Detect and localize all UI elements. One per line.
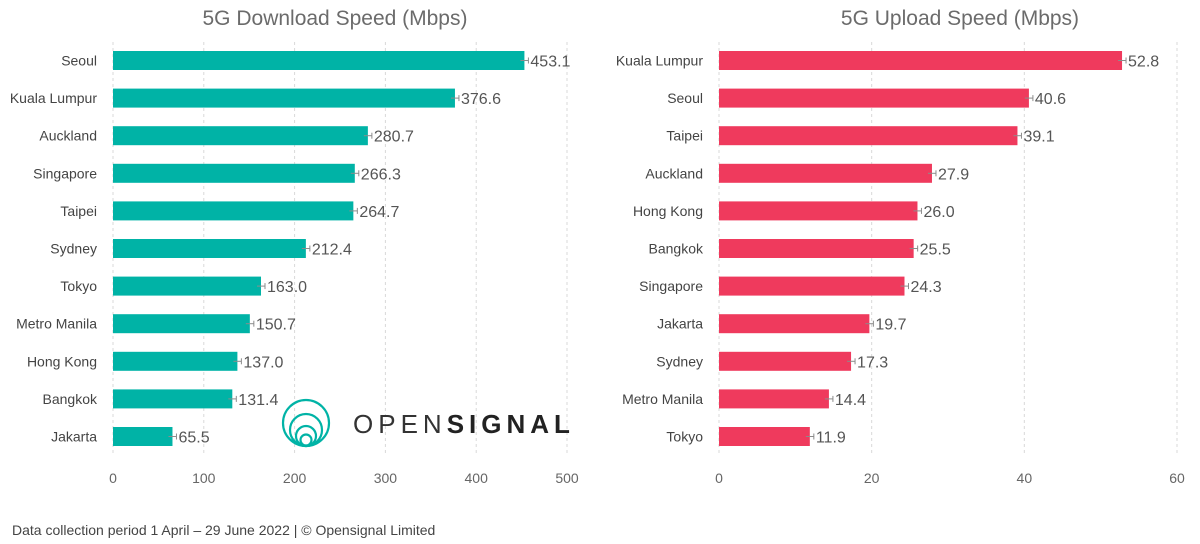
footer-note: Data collection period 1 April – 29 June… [12,522,436,538]
logo-wordmark: OPENSIGNAL [353,409,575,439]
value-label: 131.4 [238,392,278,409]
x-tick-label: 500 [555,470,579,486]
bar [113,276,262,296]
bar [719,88,1029,108]
bar [719,163,932,183]
bar [113,351,238,371]
value-label: 280.7 [374,129,414,146]
logo-text-bold: SIGNAL [447,409,575,439]
category-label: Hong Kong [27,353,97,369]
value-label: 27.9 [938,166,969,183]
category-label: Tokyo [60,278,97,294]
bar [719,51,1123,70]
bar [719,314,870,334]
value-label: 39.1 [1023,129,1054,146]
logo-text-light: OPEN [353,409,447,439]
bar [719,239,914,258]
value-label: 137.0 [243,354,283,371]
bar [719,427,810,446]
category-label: Seoul [61,53,97,69]
value-label: 24.3 [910,279,941,296]
category-label: Sydney [50,241,97,257]
bar [719,126,1018,146]
value-label: 65.5 [178,430,209,447]
bar [113,51,525,70]
x-tick-label: 0 [715,470,723,486]
x-tick-label: 300 [374,470,398,486]
category-label: Metro Manila [16,316,97,332]
category-label: Taipei [666,128,703,144]
bar [113,314,250,334]
value-label: 163.0 [267,279,307,296]
category-label: Bangkok [649,241,704,257]
value-label: 52.8 [1128,54,1159,71]
bar [113,239,306,258]
value-label: 212.4 [312,242,352,259]
category-label: Hong Kong [633,203,703,219]
bar [719,276,905,296]
bar [113,88,455,108]
bar [113,201,354,221]
bar [113,163,355,183]
x-tick-label: 60 [1169,470,1185,486]
bar [113,427,173,446]
chart-title: 5G Upload Speed (Mbps) [841,7,1079,30]
opensignal-rings-icon [281,398,331,448]
category-label: Metro Manila [622,391,703,407]
opensignal-logo: OPENSIGNAL [281,398,575,448]
value-label: 264.7 [359,204,399,221]
value-label: 26.0 [923,204,954,221]
bar [113,126,368,146]
category-label: Auckland [645,165,703,181]
value-label: 376.6 [461,91,501,108]
category-label: Auckland [39,128,97,144]
x-tick-label: 0 [109,470,117,486]
value-label: 453.1 [530,54,570,71]
category-label: Jakarta [51,429,97,445]
category-label: Tokyo [666,429,703,445]
category-label: Sydney [656,353,703,369]
download-speed-chart: 5G Download Speed (Mbps) 0 100 200 300 400 500… [10,7,579,486]
bar [113,389,233,409]
value-label: 11.9 [816,430,846,447]
upload-speed-chart: 5G Upload Speed (Mbps) 0 20 40 60 Kuala Lumpu… [616,7,1185,486]
bar [719,351,852,371]
category-label: Bangkok [43,391,98,407]
value-label: 150.7 [256,317,296,334]
x-tick-label: 20 [864,470,880,486]
category-label: Seoul [667,90,703,106]
category-label: Taipei [60,203,97,219]
value-label: 14.4 [835,392,866,409]
value-label: 40.6 [1035,91,1066,108]
x-tick-label: 40 [1017,470,1033,486]
chart-title: 5G Download Speed (Mbps) [203,7,468,30]
value-label: 25.5 [920,242,951,259]
category-label: Singapore [639,278,703,294]
value-label: 266.3 [361,166,401,183]
bar [719,201,918,221]
bar [719,389,829,409]
x-tick-label: 100 [192,470,216,486]
value-label: 17.3 [857,354,888,371]
category-label: Kuala Lumpur [616,53,704,69]
category-label: Jakarta [657,316,703,332]
x-tick-label: 400 [465,470,489,486]
value-label: 19.7 [875,317,906,334]
category-label: Singapore [33,165,97,181]
category-label: Kuala Lumpur [10,90,98,106]
x-tick-label: 200 [283,470,307,486]
